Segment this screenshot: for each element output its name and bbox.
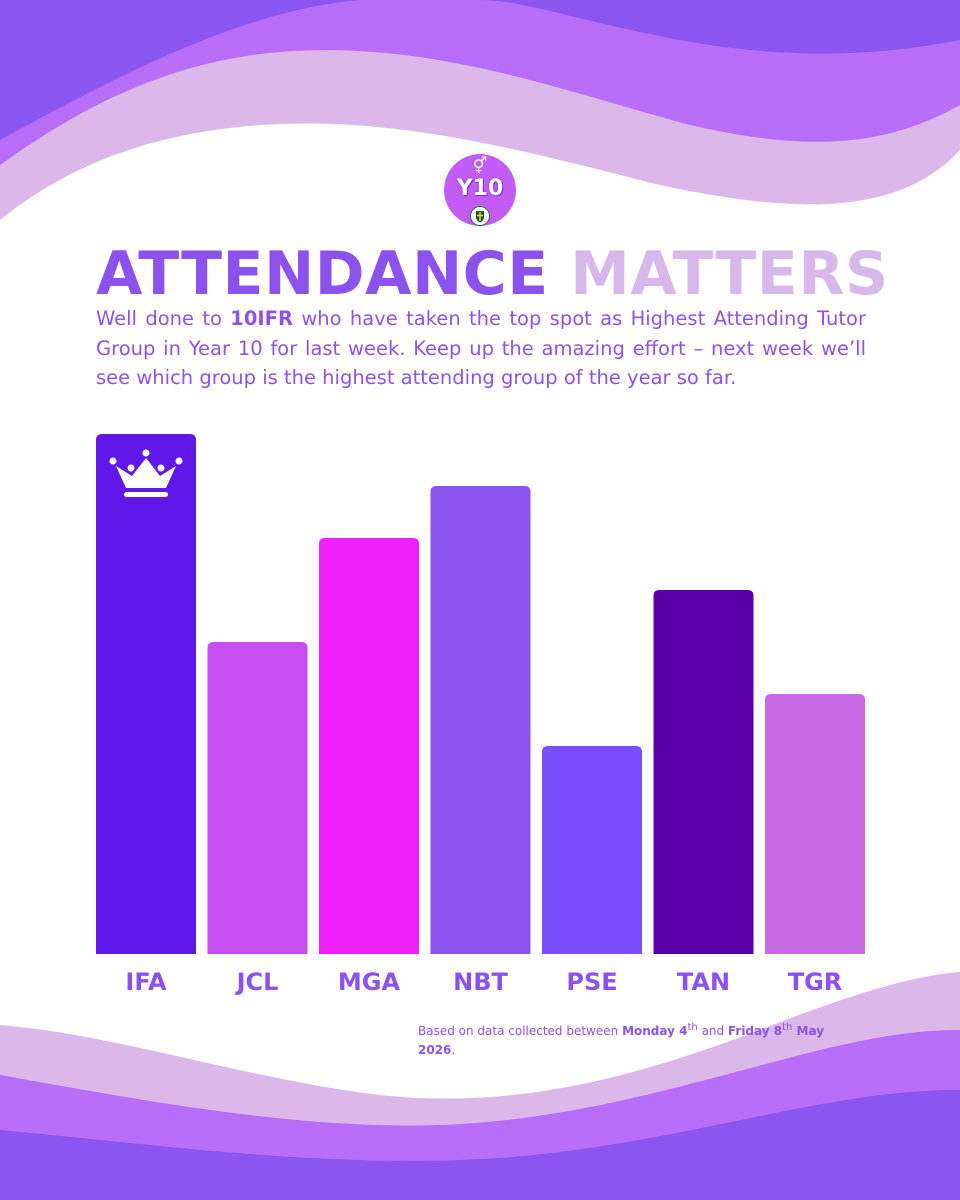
bar-pse [542, 746, 642, 954]
footnote-end-day: Friday 8 [727, 1024, 783, 1038]
crown-icon [109, 449, 183, 497]
category-label-tgr: TGR [788, 968, 843, 996]
footnote-middle: and [697, 1024, 728, 1038]
footnote-end-ordinal: th [782, 1022, 793, 1033]
intro-group-name: 10IFR [230, 307, 293, 330]
gender-symbol-icon: ⚥ [472, 156, 488, 175]
category-label-jcl: JCL [235, 968, 279, 996]
headline: ATTENDANCE MATTERS [96, 236, 896, 312]
headline-matters: MATTERS [570, 239, 889, 309]
intro-paragraph: Well done to 10IFR who have taken the to… [96, 304, 866, 393]
headline-attendance: ATTENDANCE [96, 239, 549, 309]
bar-tgr [765, 694, 865, 954]
bar-jcl [207, 642, 308, 954]
top-wave-left [0, 0, 360, 140]
bar-ifa [96, 434, 196, 954]
school-crest-icon [470, 206, 490, 226]
bar-tan [653, 590, 754, 954]
category-label-nbt: NBT [453, 968, 508, 996]
footnote-end-month-year: May 2026 [418, 1024, 825, 1057]
top-wave-dark [0, 0, 960, 54]
intro-before: Well done to [96, 307, 231, 330]
footnote-start-ordinal: th [687, 1022, 698, 1033]
intro-after: who have taken the top spot as Highest A… [96, 307, 866, 389]
footnote-suffix: . [451, 1043, 456, 1057]
bar-nbt [430, 486, 531, 954]
footnote-prefix: Based on data collected between [418, 1024, 623, 1038]
year-10-badge: ⚥ Y10 [444, 154, 516, 226]
data-footnote: Based on data collected between Monday 4… [418, 1018, 858, 1060]
category-label-tan: TAN [677, 968, 730, 996]
badge-year-label: Y10 [456, 176, 504, 201]
category-label-pse: PSE [566, 968, 617, 996]
category-label-ifa: IFA [125, 968, 167, 996]
footnote-start-day: Monday 4 [622, 1024, 688, 1038]
category-label-mga: MGA [338, 968, 401, 996]
bar-mga [319, 538, 419, 954]
bottom-wave-dark [0, 1090, 960, 1200]
